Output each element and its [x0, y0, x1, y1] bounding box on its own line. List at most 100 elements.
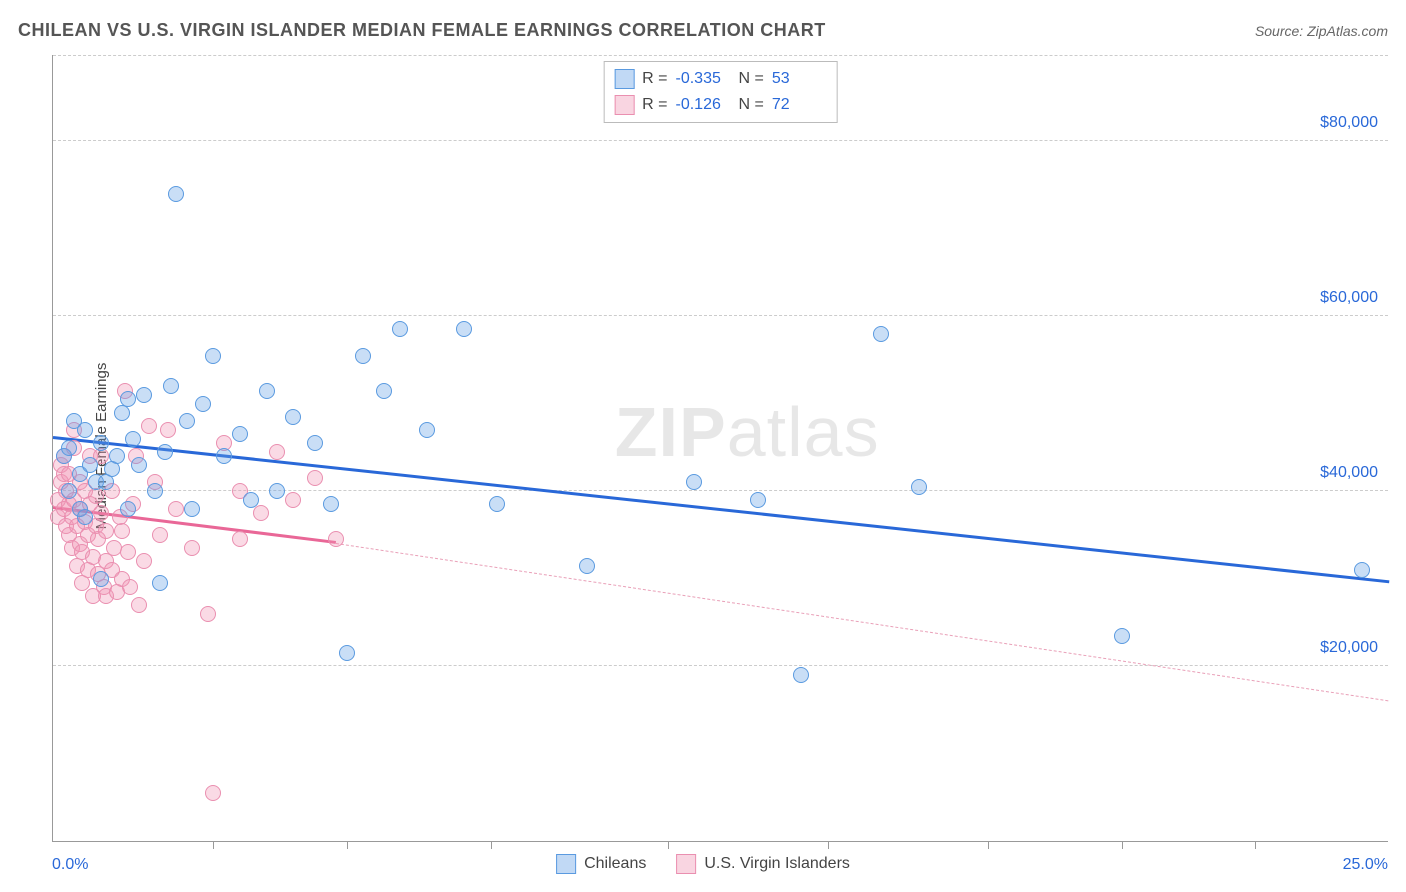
swatch-pink: [614, 95, 634, 115]
data-point: [232, 531, 248, 547]
data-point: [147, 483, 163, 499]
y-tick-label: $80,000: [1320, 114, 1378, 132]
stats-row-pink: R = -0.126 N = 72: [614, 92, 827, 118]
n-value-pink: 72: [772, 92, 827, 118]
data-point: [489, 496, 505, 512]
data-point: [307, 435, 323, 451]
x-tick: [347, 841, 348, 849]
n-value-blue: 53: [772, 66, 827, 92]
data-point: [109, 448, 125, 464]
data-point: [355, 348, 371, 364]
x-axis-max-label: 25.0%: [1343, 856, 1388, 874]
r-value-blue: -0.335: [676, 66, 731, 92]
legend-item-pink: U.S. Virgin Islanders: [676, 854, 850, 874]
data-point: [131, 457, 147, 473]
r-label: R =: [642, 66, 667, 92]
data-point: [184, 540, 200, 556]
swatch-blue: [614, 69, 634, 89]
correlation-stats-box: R = -0.335 N = 53 R = -0.126 N = 72: [603, 61, 838, 123]
x-tick: [988, 841, 989, 849]
data-point: [157, 444, 173, 460]
data-point: [114, 523, 130, 539]
grid-line: [53, 665, 1388, 666]
n-label: N =: [739, 66, 764, 92]
data-point: [120, 391, 136, 407]
chart-header: CHILEAN VS U.S. VIRGIN ISLANDER MEDIAN F…: [18, 20, 1388, 41]
data-point: [179, 413, 195, 429]
data-point: [269, 483, 285, 499]
grid-line: [53, 55, 1388, 56]
data-point: [1354, 562, 1370, 578]
data-point: [269, 444, 285, 460]
data-point: [61, 483, 77, 499]
legend-item-blue: Chileans: [556, 854, 646, 874]
data-point: [152, 527, 168, 543]
data-point: [93, 505, 109, 521]
data-point: [120, 544, 136, 560]
source-name: ZipAtlas.com: [1307, 23, 1388, 39]
watermark: ZIPatlas: [615, 392, 880, 472]
trend-line: [336, 543, 1389, 701]
data-point: [122, 579, 138, 595]
data-point: [152, 575, 168, 591]
data-point: [750, 492, 766, 508]
n-label: N =: [739, 92, 764, 118]
data-point: [376, 383, 392, 399]
x-tick: [828, 841, 829, 849]
grid-line: [53, 140, 1388, 141]
data-point: [686, 474, 702, 490]
data-point: [82, 457, 98, 473]
x-tick: [668, 841, 669, 849]
x-tick: [491, 841, 492, 849]
data-point: [77, 509, 93, 525]
legend-label-blue: Chileans: [584, 855, 646, 873]
x-tick: [1255, 841, 1256, 849]
data-point: [873, 326, 889, 342]
data-point: [253, 505, 269, 521]
data-point: [259, 383, 275, 399]
r-label: R =: [642, 92, 667, 118]
source-attribution: Source: ZipAtlas.com: [1255, 23, 1388, 39]
data-point: [136, 387, 152, 403]
chart-title: CHILEAN VS U.S. VIRGIN ISLANDER MEDIAN F…: [18, 20, 826, 41]
data-point: [243, 492, 259, 508]
data-point: [419, 422, 435, 438]
grid-line: [53, 490, 1388, 491]
source-prefix: Source:: [1255, 23, 1307, 39]
data-point: [200, 606, 216, 622]
data-point: [205, 785, 221, 801]
data-point: [195, 396, 211, 412]
watermark-bold: ZIP: [615, 393, 727, 471]
y-tick-label: $60,000: [1320, 289, 1378, 307]
x-tick: [213, 841, 214, 849]
data-point: [323, 496, 339, 512]
grid-line: [53, 315, 1388, 316]
data-point: [141, 418, 157, 434]
y-tick-label: $20,000: [1320, 639, 1378, 657]
swatch-pink: [676, 854, 696, 874]
x-axis-min-label: 0.0%: [52, 856, 88, 874]
data-point: [232, 426, 248, 442]
data-point: [579, 558, 595, 574]
y-tick-label: $40,000: [1320, 464, 1378, 482]
data-point: [392, 321, 408, 337]
data-point: [168, 186, 184, 202]
data-point: [168, 501, 184, 517]
data-point: [339, 645, 355, 661]
data-point: [93, 435, 109, 451]
data-point: [307, 470, 323, 486]
data-point: [1114, 628, 1130, 644]
data-point: [793, 667, 809, 683]
data-point: [125, 431, 141, 447]
data-point: [136, 553, 152, 569]
data-point: [285, 492, 301, 508]
data-point: [328, 531, 344, 547]
x-tick: [1122, 841, 1123, 849]
data-point: [131, 597, 147, 613]
data-point: [205, 348, 221, 364]
data-point: [93, 571, 109, 587]
data-point: [77, 422, 93, 438]
chart-plot-area: ZIPatlas R = -0.335 N = 53 R = -0.126 N …: [52, 55, 1388, 842]
data-point: [184, 501, 200, 517]
swatch-blue: [556, 854, 576, 874]
